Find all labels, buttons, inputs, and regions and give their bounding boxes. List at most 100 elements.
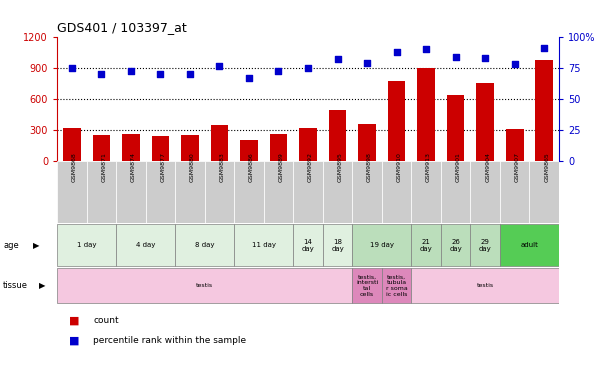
Text: ■: ■ — [69, 315, 79, 325]
Bar — [500, 224, 559, 266]
Text: GSM9898: GSM9898 — [367, 152, 372, 182]
Bar — [352, 268, 382, 303]
Text: 14
day: 14 day — [302, 239, 314, 252]
Text: testis: testis — [477, 283, 493, 288]
Text: GSM9910: GSM9910 — [397, 152, 401, 182]
Bar — [145, 161, 175, 223]
Point — [333, 56, 343, 62]
Text: GSM9895: GSM9895 — [338, 152, 343, 182]
Bar — [57, 161, 87, 223]
Bar — [234, 161, 264, 223]
Bar — [175, 161, 205, 223]
Point — [362, 60, 372, 66]
Text: age: age — [3, 241, 19, 250]
Bar — [476, 83, 494, 161]
Text: 29
day: 29 day — [479, 239, 492, 252]
Text: adult: adult — [520, 242, 538, 248]
Bar — [293, 224, 323, 266]
Text: GSM9880: GSM9880 — [190, 152, 195, 182]
Point — [539, 45, 549, 51]
Bar — [181, 135, 199, 161]
Text: GSM9889: GSM9889 — [278, 152, 284, 182]
Bar — [411, 161, 441, 223]
Point — [273, 68, 283, 74]
Bar — [388, 81, 406, 161]
Text: GDS401 / 103397_at: GDS401 / 103397_at — [57, 21, 187, 34]
Text: 26
day: 26 day — [449, 239, 462, 252]
Bar — [529, 161, 559, 223]
Bar — [116, 161, 145, 223]
Bar — [151, 136, 169, 161]
Text: 8 day: 8 day — [195, 242, 215, 248]
Bar — [116, 224, 175, 266]
Text: GSM9886: GSM9886 — [249, 152, 254, 182]
Bar — [471, 161, 500, 223]
Point — [97, 71, 106, 77]
Bar — [382, 161, 411, 223]
Point — [303, 65, 313, 71]
Point — [156, 71, 165, 77]
Text: testis,
tubula
r soma
ic cells: testis, tubula r soma ic cells — [386, 274, 407, 297]
Bar — [447, 95, 465, 161]
Text: testis,
intersti
tal
cells: testis, intersti tal cells — [356, 274, 378, 297]
Bar — [93, 135, 110, 161]
Point — [451, 53, 460, 59]
Text: GSM9913: GSM9913 — [426, 152, 431, 182]
Bar — [352, 161, 382, 223]
Text: ■: ■ — [69, 335, 79, 346]
Text: 18
day: 18 day — [331, 239, 344, 252]
Bar — [358, 124, 376, 161]
Point — [185, 71, 195, 77]
Bar — [441, 161, 471, 223]
Text: 11 day: 11 day — [252, 242, 276, 248]
Text: ▶: ▶ — [39, 281, 46, 290]
Text: 21
day: 21 day — [419, 239, 433, 252]
Bar — [382, 268, 411, 303]
Bar — [411, 268, 559, 303]
Bar — [417, 68, 435, 161]
Point — [480, 55, 490, 61]
Text: GSM9901: GSM9901 — [456, 152, 460, 182]
Text: GSM9868: GSM9868 — [72, 152, 77, 182]
Text: GSM9904: GSM9904 — [485, 152, 490, 182]
Text: tissue: tissue — [3, 281, 28, 290]
Bar — [323, 224, 352, 266]
Point — [67, 65, 77, 71]
Bar — [63, 128, 81, 161]
Point — [244, 75, 254, 81]
Bar — [411, 224, 441, 266]
Bar — [122, 134, 140, 161]
Bar — [205, 161, 234, 223]
Text: percentile rank within the sample: percentile rank within the sample — [93, 336, 246, 345]
Point — [392, 49, 401, 55]
Bar — [57, 268, 352, 303]
Bar — [506, 129, 523, 161]
Text: GSM9871: GSM9871 — [102, 152, 106, 182]
Text: GSM9907: GSM9907 — [514, 152, 520, 182]
Bar — [299, 128, 317, 161]
Text: GSM9883: GSM9883 — [219, 152, 224, 182]
Bar — [234, 224, 293, 266]
Text: count: count — [93, 316, 119, 325]
Text: GSM9865: GSM9865 — [544, 152, 549, 182]
Bar — [441, 224, 471, 266]
Point — [421, 46, 431, 52]
Text: ▶: ▶ — [33, 241, 40, 250]
Text: testis: testis — [196, 283, 213, 288]
Text: 1 day: 1 day — [77, 242, 96, 248]
Text: GSM9877: GSM9877 — [160, 152, 165, 182]
Bar — [500, 161, 529, 223]
Bar — [329, 110, 346, 161]
Text: 19 day: 19 day — [370, 242, 394, 248]
Text: 4 day: 4 day — [136, 242, 155, 248]
Point — [215, 64, 224, 70]
Bar — [264, 161, 293, 223]
Text: GSM9874: GSM9874 — [131, 152, 136, 182]
Bar — [293, 161, 323, 223]
Bar — [535, 60, 553, 161]
Bar — [471, 224, 500, 266]
Text: GSM9892: GSM9892 — [308, 152, 313, 182]
Bar — [240, 140, 258, 161]
Bar — [175, 224, 234, 266]
Bar — [87, 161, 116, 223]
